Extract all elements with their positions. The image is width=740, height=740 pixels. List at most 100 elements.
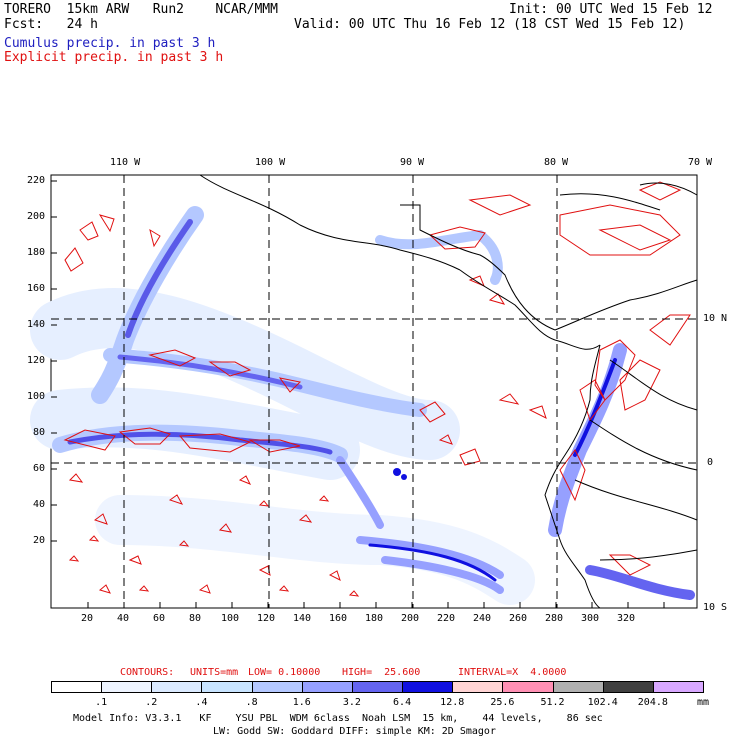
x-tick-label: 220 [437, 613, 456, 624]
y-tick-label: 20 [33, 535, 46, 546]
colorbar-label: .2 [145, 697, 158, 708]
colorbar-swatch [452, 681, 504, 693]
y-tick-label: 60 [33, 463, 46, 474]
red-contour-coast [559, 314, 691, 502]
coast-cuba [559, 182, 698, 211]
coast-south-america-north [554, 279, 698, 331]
model-info-line2: LW: Godd SW: Goddard DIFF: simple KM: 2D… [213, 726, 496, 737]
y-tick-label: 220 [27, 175, 46, 186]
cumulus-band-central-core [117, 354, 303, 390]
colorbar-label: .4 [195, 697, 208, 708]
coast-south-america-west [544, 344, 601, 609]
cumulus-band-coast [548, 343, 627, 537]
coast-centam-caribbean [400, 204, 556, 331]
x-tick-label: 240 [473, 613, 492, 624]
colorbar-unit: mm [697, 697, 710, 708]
coastlines [199, 174, 698, 609]
y-tick-label: 140 [27, 319, 46, 330]
colorbar-label: 204.8 [637, 697, 668, 708]
x-tick-label: 320 [617, 613, 636, 624]
colorbar-label: 6.4 [393, 697, 412, 708]
colorbar-swatch [101, 681, 153, 693]
red-contour-itcz [63, 427, 301, 453]
x-tick-label: 180 [365, 613, 384, 624]
x-tick-label: 80 [189, 613, 202, 624]
contour-info-low: LOW= 0.10000 [248, 667, 321, 678]
coast-centam-pacific [459, 269, 601, 350]
x-tick-label: 160 [329, 613, 348, 624]
colorbar-label: 102.4 [587, 697, 618, 708]
colorbar-label: 25.6 [490, 697, 515, 708]
x-tick-label: 120 [257, 613, 276, 624]
cumulus-band-south [336, 456, 504, 594]
red-contour-nw [64, 214, 161, 272]
colorbar-swatch [652, 681, 704, 693]
y-tick-label: 80 [33, 427, 46, 438]
red-contour-centam [428, 181, 682, 256]
model-title: TORERO 15km ARW Run2 NCAR/MMM [4, 2, 278, 17]
valid-time: Valid: 00 UTC Thu 16 Feb 12 (18 CST Wed … [294, 17, 686, 32]
colorbar-swatch [301, 681, 353, 693]
lon-label-110w: 110 W [110, 157, 141, 168]
x-tick-label: 40 [117, 613, 130, 624]
colorbar-swatch [502, 681, 554, 693]
x-tick-label: 260 [509, 613, 528, 624]
x-tick-label: 20 [81, 613, 94, 624]
colorbar-swatch [251, 681, 303, 693]
lon-label-70w: 70 W [688, 157, 713, 168]
explicit-precip-contours [63, 181, 691, 597]
axis-ticks [51, 180, 665, 608]
colorbar-label: 51.2 [540, 697, 565, 708]
colorbar-swatch [552, 681, 604, 693]
cumulus-precip-shading [30, 206, 695, 605]
x-tick-label: 200 [401, 613, 420, 624]
y-tick-label: 40 [33, 499, 46, 510]
contour-info-interval: INTERVAL=X 4.0000 [458, 667, 567, 678]
lat-label-0: 0 [707, 457, 714, 468]
contour-info-units: UNITS=mm [190, 667, 239, 678]
init-time: Init: 00 UTC Wed 15 Feb 12 [509, 2, 713, 17]
lat-lon-grid [51, 175, 697, 608]
cumulus-band-centam [375, 230, 503, 285]
model-info-line1: Model Info: V3.3.1 KF YSU PBL WDM 6class… [73, 713, 603, 724]
cumulus-band-nw-core [125, 219, 193, 338]
galapagos-precip [393, 468, 401, 476]
colorbar-label: 1.6 [292, 697, 311, 708]
legend-cumulus: Cumulus precip. in past 3 h [4, 36, 216, 51]
colorbar-label: 12.8 [440, 697, 465, 708]
colorbar-swatch [602, 681, 654, 693]
lat-label-10n: 10 N [703, 313, 728, 324]
cumulus-band-se [585, 565, 695, 600]
coast-mexico [199, 174, 461, 271]
red-contour-sw-dots [68, 495, 360, 597]
red-contour-central [148, 349, 302, 393]
colorbar-label: .1 [95, 697, 108, 708]
colorbar-label: .8 [245, 697, 258, 708]
x-tick-label: 60 [153, 613, 166, 624]
colorbar-swatch [151, 681, 203, 693]
red-contour-south-scatter [68, 473, 341, 594]
colorbar-swatch [51, 681, 103, 693]
contour-info-contours: CONTOURS: [120, 667, 175, 678]
cumulus-band-itcz-core [67, 431, 333, 455]
lat-label-10s: 10 S [703, 602, 728, 613]
y-tick-label: 180 [27, 247, 46, 258]
lon-label-100w: 100 W [255, 157, 286, 168]
y-tick-label: 100 [27, 391, 46, 402]
cumulus-band-south-core [368, 543, 497, 582]
colorbar-swatch [402, 681, 454, 693]
lon-label-90w: 90 W [400, 157, 425, 168]
colorbar-swatch [351, 681, 404, 693]
legend-explicit: Explicit precip. in past 3 h [4, 50, 224, 65]
y-tick-label: 120 [27, 355, 46, 366]
border-andes [574, 359, 698, 561]
x-tick-label: 140 [293, 613, 312, 624]
colorbar-swatch [201, 681, 253, 693]
x-tick-label: 100 [221, 613, 240, 624]
y-tick-label: 200 [27, 211, 46, 222]
x-tick-label: 280 [545, 613, 564, 624]
y-tick-label: 160 [27, 283, 46, 294]
cumulus-band-coast-core [573, 358, 617, 457]
forecast-hour: Fcst: 24 h [4, 17, 98, 32]
